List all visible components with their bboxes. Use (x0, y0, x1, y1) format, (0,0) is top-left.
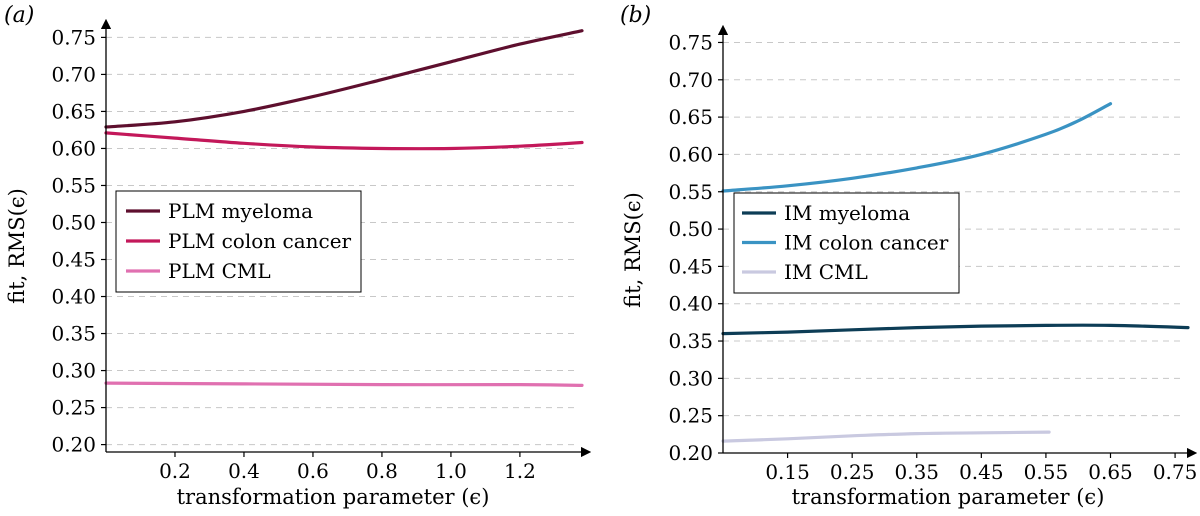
y-tick-label: 0.40 (668, 292, 713, 316)
panel-a-xticks: 0.2 0.4 0.6 0.8 1.0 1.2 (159, 452, 536, 483)
y-tick-label: 0.20 (668, 441, 713, 465)
y-tick-label: 0.30 (51, 359, 96, 383)
y-tick-label: 0.65 (668, 105, 713, 129)
y-tick-label: 0.25 (668, 404, 713, 428)
panel-b-yticks: 0.20 0.25 0.30 0.35 0.40 0.45 0.50 0.55 0.60 0.65… (668, 30, 723, 465)
y-tick-label: 0.35 (51, 322, 96, 346)
panel-a-series (104, 29, 584, 387)
legend-label-im-cml: IM CML (784, 260, 868, 284)
panel-a-xlabel: transformation parameter (ϵ) (177, 485, 490, 509)
panel-b-xlabel: transformation parameter (ϵ) (792, 485, 1105, 509)
legend-label-im-colon-cancer: IM colon cancer (784, 231, 949, 255)
legend-label-plm-myeloma: PLM myeloma (168, 199, 313, 223)
x-tick-label: 0.65 (1088, 460, 1133, 484)
x-tick-label: 0.4 (228, 459, 260, 483)
y-tick-label: 0.55 (668, 180, 713, 204)
series-line-plm-cml (104, 381, 584, 387)
y-tick-label: 0.70 (51, 62, 96, 86)
y-tick-label: 0.30 (668, 366, 713, 390)
panel-a-label: (a) (4, 3, 34, 28)
series-line-im-cml (721, 430, 1051, 443)
panel-a-legend: PLM myeloma PLM colon cancer PLM CML (115, 190, 362, 293)
x-tick-label: 0.55 (1024, 460, 1069, 484)
y-tick-label: 0.45 (668, 254, 713, 278)
panel-b-xticks: 0.15 0.25 0.35 0.45 0.55 0.65 0.75 (765, 453, 1197, 484)
x-tick-label: 0.35 (894, 460, 939, 484)
x-tick-label: 1.0 (435, 459, 467, 483)
y-tick-label: 0.75 (668, 30, 713, 54)
legend-label-plm-colon-cancer: PLM colon cancer (168, 229, 352, 253)
series-line-im-colon-cancer (721, 102, 1113, 193)
y-tick-label: 0.35 (668, 329, 713, 353)
y-tick-label: 0.40 (51, 285, 96, 309)
panel-a-ylabel: fit, RMS(ϵ) (5, 188, 29, 304)
y-tick-label: 0.60 (51, 136, 96, 160)
legend-label-im-myeloma: IM myeloma (784, 201, 910, 225)
panel-b-label: (b) (620, 3, 651, 28)
x-tick-label: 0.2 (159, 459, 191, 483)
series-line-plm-myeloma (104, 29, 584, 129)
x-tick-label: 0.25 (830, 460, 875, 484)
series-line-im-myeloma (721, 323, 1190, 336)
y-tick-label: 0.50 (51, 210, 96, 234)
series-line-plm-colon-cancer (104, 131, 584, 151)
y-tick-label: 0.60 (668, 142, 713, 166)
panel-a: (a) 0.200.250.300.350.400.450.500.550.60… (4, 3, 592, 509)
x-tick-label: 0.8 (366, 459, 398, 483)
y-tick-label: 0.20 (51, 433, 96, 457)
legend-label-plm-cml: PLM CML (168, 259, 271, 283)
x-tick-label: 0.15 (765, 460, 810, 484)
panel-b-legend: IM myeloma IM colon cancer IM CML (733, 192, 960, 294)
x-tick-label: 0.45 (959, 460, 1004, 484)
panel-b-series (721, 102, 1190, 443)
y-tick-label: 0.25 (51, 396, 96, 420)
panel-b: (b) 0.20 0.25 0.30 0.35 0.40 0.45 0.50 0.55 0.60… (620, 3, 1197, 509)
y-tick-label: 0.75 (51, 25, 96, 49)
y-tick-label: 0.70 (668, 68, 713, 92)
x-tick-label: 0.6 (297, 459, 329, 483)
y-tick-label: 0.45 (51, 248, 96, 272)
y-tick-label: 0.65 (51, 99, 96, 123)
x-tick-label: 1.2 (504, 459, 536, 483)
x-tick-label: 0.75 (1153, 460, 1198, 484)
y-tick-label: 0.55 (51, 173, 96, 197)
y-tick-label: 0.50 (668, 217, 713, 241)
panel-b-ylabel: fit, RMS(ϵ) (621, 192, 645, 308)
panel-a-yticks: 0.20 0.25 0.30 0.35 0.40 0.45 0.50 0.55 0.60 0.65… (51, 25, 106, 457)
